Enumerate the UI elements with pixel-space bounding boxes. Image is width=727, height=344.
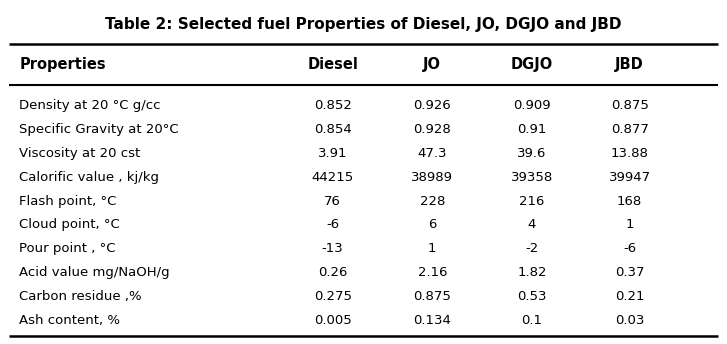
Text: Specific Gravity at 20°C: Specific Gravity at 20°C bbox=[20, 123, 179, 136]
Text: 0.03: 0.03 bbox=[615, 314, 644, 327]
Text: 0.005: 0.005 bbox=[314, 314, 352, 327]
Text: 216: 216 bbox=[519, 194, 545, 207]
Text: Cloud point, °C: Cloud point, °C bbox=[20, 218, 120, 232]
Text: Acid value mg/NaOH/g: Acid value mg/NaOH/g bbox=[20, 266, 170, 279]
Text: JO: JO bbox=[423, 57, 441, 72]
Text: Viscosity at 20 cst: Viscosity at 20 cst bbox=[20, 147, 141, 160]
Text: 2.16: 2.16 bbox=[417, 266, 447, 279]
Text: 4: 4 bbox=[528, 218, 536, 232]
Text: 0.134: 0.134 bbox=[414, 314, 451, 327]
Text: -6: -6 bbox=[326, 218, 340, 232]
Text: 0.926: 0.926 bbox=[414, 99, 451, 112]
Text: 0.1: 0.1 bbox=[521, 314, 542, 327]
Text: 228: 228 bbox=[419, 194, 445, 207]
Text: 0.909: 0.909 bbox=[513, 99, 550, 112]
Text: 168: 168 bbox=[617, 194, 642, 207]
Text: 0.37: 0.37 bbox=[615, 266, 644, 279]
Text: 39.6: 39.6 bbox=[517, 147, 547, 160]
Text: 0.875: 0.875 bbox=[611, 99, 648, 112]
Text: 3.91: 3.91 bbox=[318, 147, 348, 160]
Text: 0.91: 0.91 bbox=[517, 123, 547, 136]
Text: 39947: 39947 bbox=[608, 171, 651, 184]
Text: 44215: 44215 bbox=[312, 171, 354, 184]
Text: Table 2: Selected fuel Properties of Diesel, JO, DGJO and JBD: Table 2: Selected fuel Properties of Die… bbox=[105, 17, 622, 32]
Text: Calorific value , kj/kg: Calorific value , kj/kg bbox=[20, 171, 159, 184]
Text: Flash point, °C: Flash point, °C bbox=[20, 194, 117, 207]
Text: 0.21: 0.21 bbox=[615, 290, 644, 303]
Text: 0.26: 0.26 bbox=[318, 266, 348, 279]
Text: 0.928: 0.928 bbox=[414, 123, 451, 136]
Text: 1: 1 bbox=[625, 218, 634, 232]
Text: 38989: 38989 bbox=[411, 171, 454, 184]
Text: 39358: 39358 bbox=[511, 171, 553, 184]
Text: 1: 1 bbox=[428, 242, 436, 255]
Text: -2: -2 bbox=[525, 242, 539, 255]
Text: -6: -6 bbox=[623, 242, 636, 255]
Text: 0.275: 0.275 bbox=[314, 290, 352, 303]
Text: 0.877: 0.877 bbox=[611, 123, 648, 136]
Text: 76: 76 bbox=[324, 194, 341, 207]
Text: Density at 20 °C g/cc: Density at 20 °C g/cc bbox=[20, 99, 161, 112]
Text: Carbon residue ,%: Carbon residue ,% bbox=[20, 290, 142, 303]
Text: 47.3: 47.3 bbox=[417, 147, 447, 160]
Text: Properties: Properties bbox=[20, 57, 106, 72]
Text: 13.88: 13.88 bbox=[611, 147, 648, 160]
Text: 0.854: 0.854 bbox=[314, 123, 352, 136]
Text: 6: 6 bbox=[428, 218, 436, 232]
Text: 0.53: 0.53 bbox=[517, 290, 547, 303]
Text: 0.875: 0.875 bbox=[414, 290, 451, 303]
Text: 1.82: 1.82 bbox=[517, 266, 547, 279]
Text: -13: -13 bbox=[322, 242, 344, 255]
Text: JBD: JBD bbox=[615, 57, 644, 72]
Text: Ash content, %: Ash content, % bbox=[20, 314, 121, 327]
Text: 0.852: 0.852 bbox=[314, 99, 352, 112]
Text: DGJO: DGJO bbox=[511, 57, 553, 72]
Text: Diesel: Diesel bbox=[308, 57, 358, 72]
Text: Pour point , °C: Pour point , °C bbox=[20, 242, 116, 255]
